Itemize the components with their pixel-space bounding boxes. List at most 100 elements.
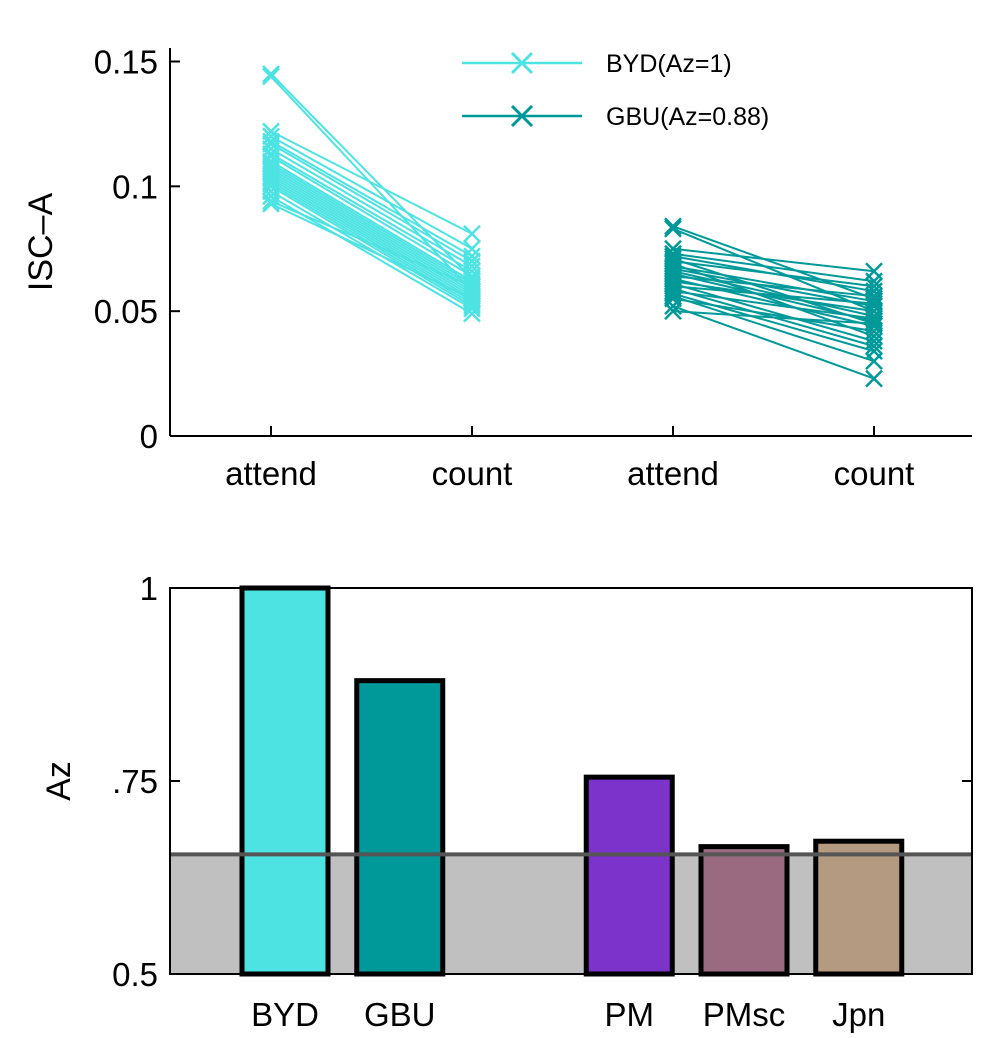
series-0-point-22-0 xyxy=(262,192,280,211)
az-bar-chart: 0.5 .75 1 BYD GBU PM PMsc Jpn Az xyxy=(40,570,973,1033)
series-1-point-19-0 xyxy=(664,284,682,303)
series-1-line-16 xyxy=(672,285,875,305)
series-1-point-13-1 xyxy=(865,317,883,336)
series-0-line-7 xyxy=(270,153,473,273)
series-0-point-3-0 xyxy=(262,127,280,146)
paired-lines xyxy=(270,73,875,380)
series-1-point-16-1 xyxy=(865,294,883,313)
x-ticks: attend count attend count xyxy=(225,426,914,492)
series-1-line-21 xyxy=(672,297,875,333)
series-0-line-10 xyxy=(270,163,473,285)
series-0-line-4 xyxy=(270,140,473,258)
series-1-point-0-1 xyxy=(865,289,883,308)
series-0-point-17-1 xyxy=(463,292,481,311)
series-0-line-14 xyxy=(270,172,473,295)
series-1-line-2 xyxy=(672,247,875,273)
series-1-point-14-1 xyxy=(865,302,883,321)
data-markers xyxy=(262,65,883,388)
y-tick-label: 1 xyxy=(140,570,158,607)
series-0-point-2-1 xyxy=(463,224,481,243)
series-1-line-15 xyxy=(672,282,875,343)
series-0-point-4-0 xyxy=(262,132,280,151)
series-1-point-20-1 xyxy=(865,352,883,370)
series-1-point-21-1 xyxy=(865,322,883,341)
x-tick-label: Jpn xyxy=(832,996,885,1033)
x-tick-label: PM xyxy=(605,996,655,1033)
bar-byd xyxy=(239,585,331,977)
series-0-line-9 xyxy=(270,160,473,283)
series-1-point-18-1 xyxy=(865,309,883,328)
series-1-point-23-1 xyxy=(865,314,883,333)
series-1-line-20 xyxy=(672,295,875,363)
bar-jpn xyxy=(813,838,905,977)
series-0-line-5 xyxy=(270,143,473,263)
series-1-point-18-0 xyxy=(664,282,682,301)
series-0-point-23-0 xyxy=(262,194,280,213)
series-1-line-1 xyxy=(672,227,875,313)
y-ticks: 0 0.05 0.1 0.15 xyxy=(94,43,180,455)
series-0-line-12 xyxy=(270,167,473,290)
y-tick-label: 0 xyxy=(140,418,158,455)
series-0-line-16 xyxy=(270,177,473,300)
series-0-point-1-0 xyxy=(262,67,280,86)
series-0-line-20 xyxy=(270,190,473,310)
series-0-point-19-1 xyxy=(463,297,481,316)
series-1-line-23 xyxy=(672,310,875,325)
series-1-point-1-0 xyxy=(664,219,682,238)
series-0-point-21-1 xyxy=(463,304,481,323)
series-0-line-23 xyxy=(270,202,473,300)
series-0-line-22 xyxy=(270,200,473,288)
series-0-line-6 xyxy=(270,148,473,268)
bar-gbu xyxy=(354,678,446,977)
series-1-point-23-0 xyxy=(664,302,682,321)
series-1-line-12 xyxy=(672,275,875,298)
series-0-point-18-0 xyxy=(262,174,280,193)
series-1-line-0 xyxy=(672,225,875,300)
series-0-point-21-0 xyxy=(262,187,280,206)
series-0-point-23-1 xyxy=(463,289,481,308)
series-1-point-17-1 xyxy=(865,337,883,356)
y-axis-label: Az xyxy=(40,761,78,801)
y-ticks: 0.5 .75 1 xyxy=(112,570,972,993)
series-0-line-17 xyxy=(270,180,473,303)
legend-marker-gbu-icon xyxy=(510,104,534,128)
bar-pm xyxy=(583,774,675,977)
series-0-point-6-0 xyxy=(262,139,280,158)
x-tick-label: GBU xyxy=(364,996,436,1033)
x-tick-label: BYD xyxy=(251,996,319,1033)
series-1-line-6 xyxy=(672,260,875,288)
legend: BYD(Az=1) GBU(Az=0.88) xyxy=(462,50,769,131)
series-1-point-22-0 xyxy=(664,297,682,316)
series-0-line-0 xyxy=(270,73,473,280)
x-tick-label: count xyxy=(432,455,513,492)
series-0-line-15 xyxy=(270,175,473,298)
bars xyxy=(239,585,905,977)
y-tick-label: 0.15 xyxy=(94,43,158,80)
series-0-line-19 xyxy=(270,185,473,308)
legend-marker-byd-icon xyxy=(510,51,534,75)
y-tick-label: .75 xyxy=(112,763,158,800)
series-1-point-22-1 xyxy=(865,369,883,388)
series-0-line-2 xyxy=(270,130,473,235)
x-tick-label: attend xyxy=(225,455,317,492)
series-1-point-21-0 xyxy=(664,289,682,308)
bar-pmsc xyxy=(698,844,790,977)
x-tick-label: count xyxy=(834,455,915,492)
series-0-point-22-1 xyxy=(463,277,481,296)
series-0-line-3 xyxy=(270,135,473,250)
legend-label-byd: BYD(Az=1) xyxy=(606,50,732,78)
series-1-point-0-0 xyxy=(664,217,682,236)
series-1-line-18 xyxy=(672,290,875,320)
series-0-point-16-0 xyxy=(262,169,280,188)
series-0-point-3-1 xyxy=(463,239,481,258)
series-1-line-22 xyxy=(672,305,875,380)
series-1-line-14 xyxy=(672,280,875,313)
x-tick-label: PMsc xyxy=(703,996,786,1033)
series-0-point-0-0 xyxy=(262,65,280,83)
series-1-line-3 xyxy=(672,252,875,283)
y-tick-label: 0.1 xyxy=(112,168,158,205)
series-0-line-11 xyxy=(270,165,473,288)
x-ticks: BYD GBU PM PMsc Jpn xyxy=(251,996,885,1033)
legend-label-gbu: GBU(Az=0.88) xyxy=(606,103,769,131)
